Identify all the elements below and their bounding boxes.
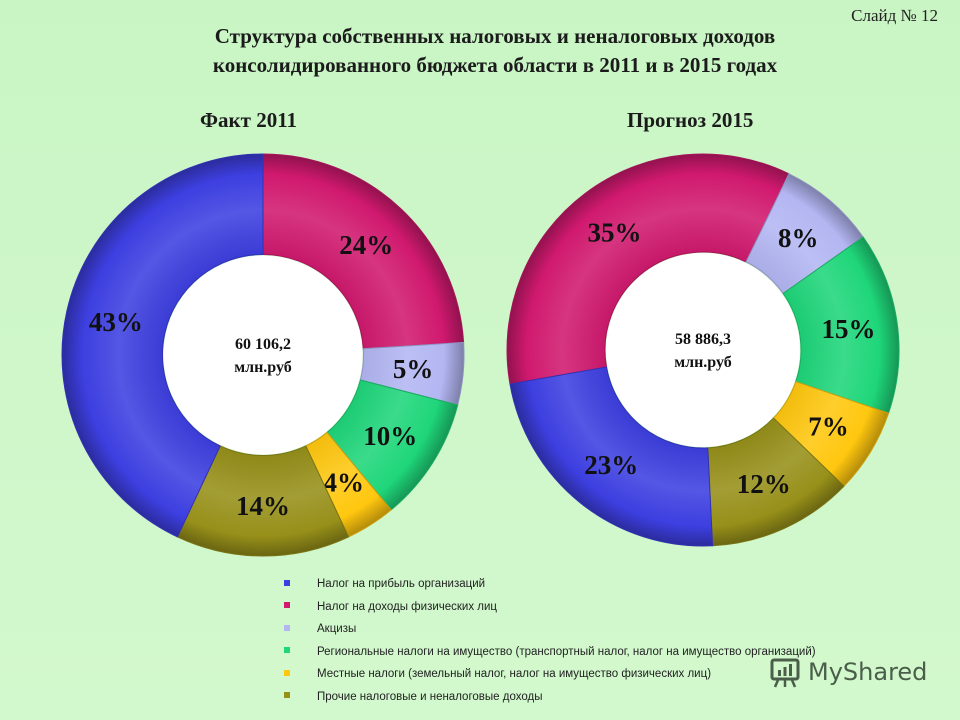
donut-segment-income-tax xyxy=(262,153,465,350)
legend-item-other: Прочие налоговые и неналоговые доходы xyxy=(284,686,816,709)
legend-label: Прочие налоговые и неналоговые доходы xyxy=(317,690,543,703)
segment-label: 24% xyxy=(339,230,393,260)
legend-label: Налог на доходы физических лиц xyxy=(317,600,498,613)
donut-hole xyxy=(606,253,800,447)
title-line-2: консолидированного бюджета области в 201… xyxy=(212,53,778,77)
donut-svg-2011: 24% 5% 10% 4% 14% 43% 60 106,2 млн.руб xyxy=(61,153,465,557)
segment-label: 7% xyxy=(808,412,849,442)
legend-swatch xyxy=(284,579,290,586)
chart-title-2015: Прогноз 2015 xyxy=(627,108,754,132)
total-value: 58 886,3 xyxy=(675,331,731,348)
donut-chart-2015: 35% 8% 15% 7% 12% 23% 58 886,3 млн.руб xyxy=(503,150,903,550)
segment-label: 15% xyxy=(821,314,875,344)
presentation-board-icon xyxy=(770,658,800,688)
legend-label: Региональные налоги на имущество (трансп… xyxy=(317,645,816,658)
segment-label: 14% xyxy=(236,491,290,521)
segment-label: 5% xyxy=(393,354,434,384)
legend-label: Налог на прибыль организаций xyxy=(317,578,486,591)
title-line-1: Структура собственных налоговых и ненало… xyxy=(214,24,776,48)
donut-segment-profit-tax xyxy=(61,153,264,538)
segment-label: 4% xyxy=(324,467,365,497)
slide-number: Слайд № 12 xyxy=(851,6,938,25)
donut-hole xyxy=(163,255,363,455)
donut-svg-2015: 35% 8% 15% 7% 12% 23% 58 886,3 млн.руб xyxy=(506,153,900,547)
legend-swatch xyxy=(284,602,290,609)
segment-label: 35% xyxy=(588,218,642,248)
chart-title-2011: Факт 2011 xyxy=(200,108,298,132)
legend-swatch xyxy=(284,647,290,654)
total-unit: млн.руб xyxy=(234,359,292,376)
page-title: Структура собственных налоговых и ненало… xyxy=(0,22,960,80)
chart-legend: Налог на прибыль организаций Налог на до… xyxy=(284,573,816,708)
segment-label: 23% xyxy=(584,450,638,480)
legend-item-income-tax: Налог на доходы физических лиц xyxy=(284,596,816,619)
watermark: MyShared xyxy=(768,655,927,689)
segment-label: 10% xyxy=(363,421,417,451)
legend-label: Местные налоги (земельный налог, налог н… xyxy=(317,668,712,681)
segment-label: 12% xyxy=(737,469,791,499)
legend-item-regional-property: Региональные налоги на имущество (трансп… xyxy=(284,641,816,664)
legend-swatch xyxy=(284,624,290,631)
segment-label: 43% xyxy=(89,307,143,337)
segment-label: 8% xyxy=(778,223,819,253)
total-value: 60 106,2 xyxy=(235,336,291,353)
legend-swatch xyxy=(284,692,290,699)
donut-chart-2011: 24% 5% 10% 4% 14% 43% 60 106,2 млн.руб xyxy=(58,150,468,560)
donut-segment-income-tax xyxy=(506,153,790,385)
legend-item-local-taxes: Местные налоги (земельный налог, налог н… xyxy=(284,663,816,686)
legend-swatch xyxy=(284,669,290,676)
watermark-text: MyShared xyxy=(808,658,928,686)
legend-label: Акцизы xyxy=(317,623,357,636)
legend-item-profit-tax: Налог на прибыль организаций xyxy=(284,573,816,596)
total-unit: млн.руб xyxy=(674,354,732,371)
legend-item-excise: Акцизы xyxy=(284,618,816,641)
donut-segment-profit-tax xyxy=(509,366,714,547)
